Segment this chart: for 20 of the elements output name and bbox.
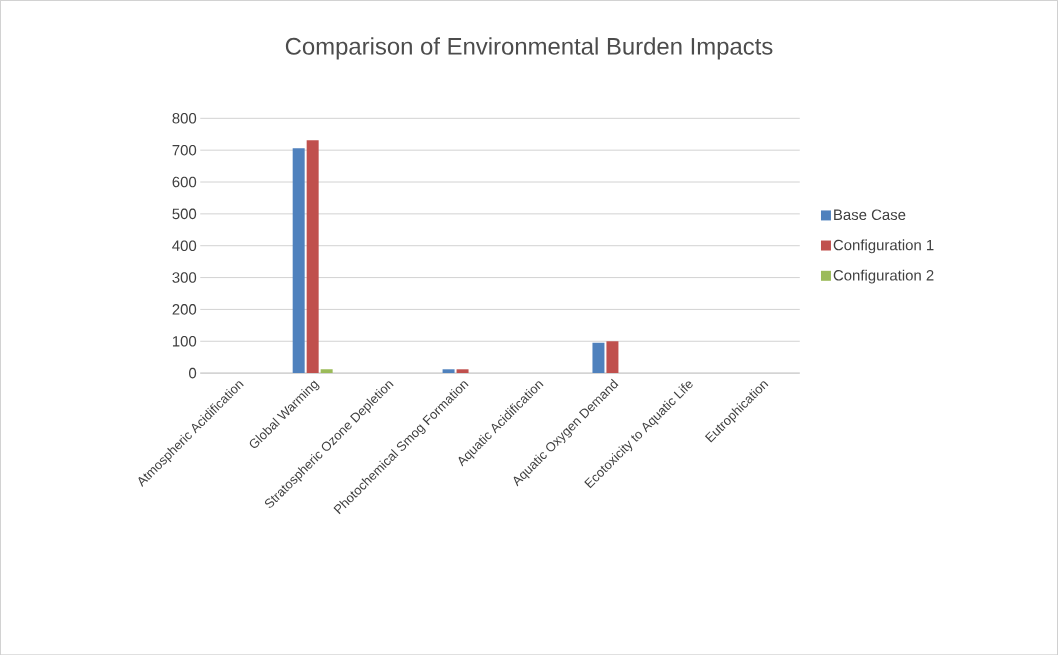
bar: [442, 369, 455, 373]
y-tick-label: 0: [189, 367, 197, 379]
bar: [592, 342, 605, 373]
y-tick-label: 800: [172, 112, 197, 124]
bar: [606, 341, 619, 373]
y-tick-label: 400: [172, 240, 197, 251]
bar: [320, 369, 333, 373]
chart-title: Comparison of Environmental Burden Impacts: [285, 37, 773, 60]
y-tick-label: 500: [172, 208, 197, 220]
legend-label: Configuration 2: [833, 269, 934, 284]
y-tick-label: 300: [172, 272, 197, 283]
legend-label: Base Case: [834, 209, 906, 220]
bar: [292, 148, 305, 373]
y-tick-label: 600: [172, 176, 197, 188]
y-tick-label: 200: [172, 303, 197, 315]
bar: [306, 140, 319, 373]
legend-label: Configuration 1: [833, 239, 934, 254]
y-tick-label: 100: [172, 335, 197, 347]
bar: [456, 369, 469, 373]
y-tick-label: 700: [172, 144, 197, 156]
